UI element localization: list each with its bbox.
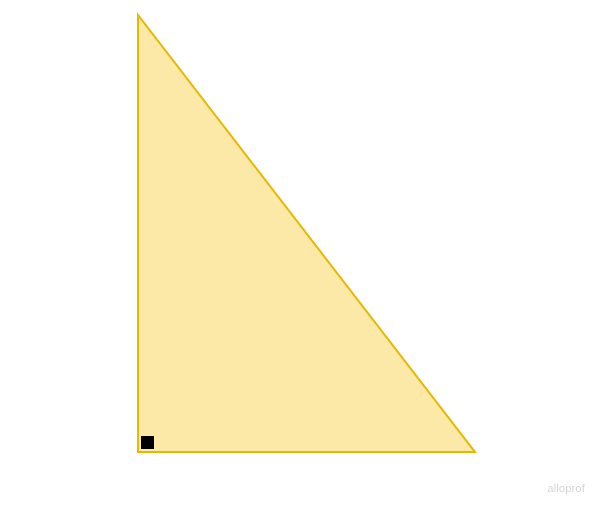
right-triangle (138, 15, 475, 452)
watermark-label: alloprof (547, 483, 585, 495)
right-angle-marker-icon (141, 436, 154, 449)
diagram-canvas (0, 0, 600, 507)
